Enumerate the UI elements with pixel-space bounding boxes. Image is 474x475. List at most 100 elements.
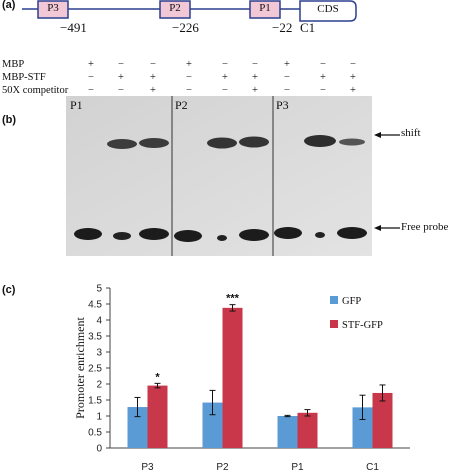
condition-cell: − <box>118 85 124 96</box>
condition-cell: + <box>150 72 156 83</box>
row-label-mbp-stf: MBP-STF <box>2 72 46 83</box>
shift-band <box>239 136 269 148</box>
p2-box-label: P2 <box>169 2 181 14</box>
bar <box>352 407 373 448</box>
p3-position: −491 <box>60 20 87 35</box>
y-tick-label: 1 <box>96 412 102 423</box>
bar <box>202 402 223 448</box>
shift-band <box>207 137 237 149</box>
condition-cell: + <box>252 72 258 83</box>
condition-cell: + <box>150 85 156 96</box>
free-probe-band <box>74 228 102 240</box>
free-probe-band <box>337 227 367 239</box>
significance-label: *** <box>226 293 240 305</box>
y-tick-label: 4 <box>96 316 102 327</box>
y-axis-label: Promoter enrichment <box>73 317 87 419</box>
free-probe-band <box>113 232 131 240</box>
row-label-competitor: 50X competitor <box>2 85 69 96</box>
condition-cell: − <box>284 85 290 96</box>
cds-label: CDS <box>317 3 339 15</box>
c1-label: C1 <box>300 20 316 35</box>
bar <box>277 416 298 448</box>
shift-band <box>304 135 336 147</box>
cds-box <box>299 0 357 22</box>
condition-cell: + <box>252 85 258 96</box>
blot-arrows <box>374 132 400 231</box>
bar <box>372 392 393 448</box>
p3-box-label: P3 <box>47 2 59 14</box>
legend-label: STF-GFP <box>342 320 383 331</box>
promoter-box-p1 <box>249 0 281 19</box>
blot-label-p2: P2 <box>175 98 188 112</box>
free-probe-band <box>239 229 269 241</box>
significance-label: * <box>155 371 160 383</box>
condition-cell: + <box>320 72 326 83</box>
panel-a-label: (a) <box>2 0 16 11</box>
promoter-diagram <box>22 0 357 22</box>
y-tick-label: 3.5 <box>88 332 102 343</box>
y-tick-label: 2 <box>96 380 102 391</box>
p1-position: −22 <box>272 20 293 35</box>
condition-cell: − <box>350 59 356 70</box>
condition-cell: − <box>186 72 192 83</box>
bar <box>297 412 318 448</box>
free-probe-band <box>174 230 202 242</box>
condition-cell: − <box>186 85 192 96</box>
condition-cell: − <box>150 59 156 70</box>
panel-c-label: (c) <box>2 284 16 296</box>
condition-cell: + <box>118 72 124 83</box>
condition-cell: − <box>222 59 228 70</box>
bar <box>147 385 168 448</box>
free-probe-band <box>139 228 169 240</box>
bar <box>127 407 148 448</box>
shift-band <box>107 139 137 149</box>
condition-cell: − <box>222 85 228 96</box>
y-tick-label: 1.5 <box>88 396 102 407</box>
blot-label-p3: P3 <box>276 98 289 112</box>
condition-cell: − <box>284 72 290 83</box>
condition-cell: + <box>350 85 356 96</box>
x-tick-label: C1 <box>366 462 379 473</box>
condition-cell: + <box>350 72 356 83</box>
blot-label-p1: P1 <box>70 98 83 112</box>
free-probe-label: Free probe <box>401 221 449 233</box>
y-tick-label: 3 <box>96 348 102 359</box>
free-probe-band <box>217 235 227 241</box>
y-tick-label: 4.5 <box>88 300 102 311</box>
row-label-mbp: MBP <box>2 59 25 70</box>
condition-cell: + <box>186 59 192 70</box>
y-tick-label: 0 <box>96 444 102 455</box>
y-tick-label: 5 <box>96 284 102 295</box>
x-tick-label: P1 <box>291 462 304 473</box>
condition-cell: − <box>320 59 326 70</box>
condition-cell: − <box>88 72 94 83</box>
blot-background <box>66 96 372 256</box>
p1-box-label: P1 <box>259 2 271 14</box>
emsa-blot <box>66 96 372 256</box>
promoter-box-p3 <box>37 0 69 19</box>
legend-swatch <box>330 320 338 328</box>
x-tick-label: P2 <box>216 462 229 473</box>
shift-label: shift <box>401 127 421 139</box>
legend-swatch <box>330 296 338 304</box>
condition-cell: − <box>252 59 258 70</box>
panel-b-label: (b) <box>2 114 17 126</box>
shift-band <box>139 138 169 148</box>
promoter-enrichment-chart: 0 0.5 1 1.5 2 2.5 3 3.5 4 4.5 5 Promoter enrichment… <box>73 284 410 473</box>
condition-cell: + <box>88 59 94 70</box>
bar <box>222 307 243 448</box>
condition-cell: + <box>284 59 290 70</box>
shift-band <box>339 138 365 146</box>
condition-cell: + <box>222 72 228 83</box>
free-probe-band <box>274 227 302 239</box>
condition-cell: − <box>320 85 326 96</box>
condition-cell: − <box>118 59 124 70</box>
legend-label: GFP <box>342 296 361 307</box>
y-tick-label: 2.5 <box>88 364 102 375</box>
condition-cell: − <box>88 85 94 96</box>
x-tick-label: P3 <box>141 462 154 473</box>
free-probe-band <box>315 232 325 238</box>
promoter-box-p2 <box>159 0 191 19</box>
p2-position: −226 <box>172 20 199 35</box>
y-tick-label: 0.5 <box>88 428 102 439</box>
